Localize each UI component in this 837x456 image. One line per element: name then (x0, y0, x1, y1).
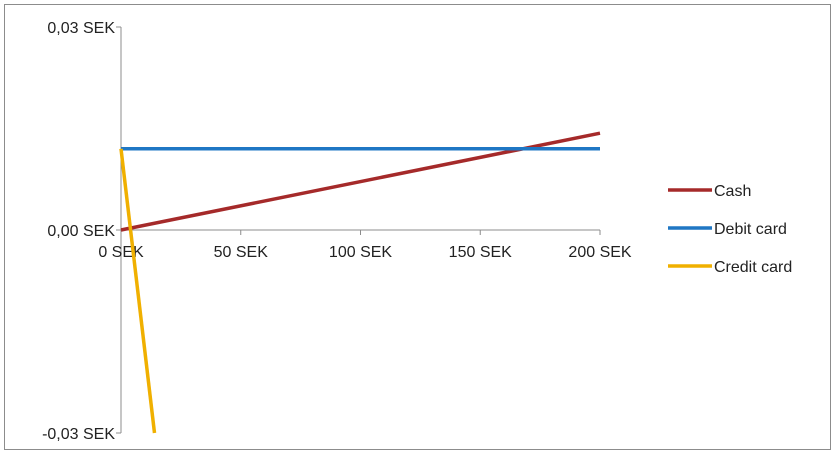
y-tick-label: -0,03 SEK (42, 426, 115, 443)
x-tick-label: 200 SEK (568, 244, 631, 261)
x-tick-label: 150 SEK (449, 244, 512, 261)
legend-label-credit-card: Credit card (714, 259, 792, 276)
y-tick-label: 0,03 SEK (47, 20, 115, 37)
y-axis-tick-labels: 0,03 SEK 0,00 SEK -0,03 SEK (42, 20, 121, 443)
legend-label-debit-card: Debit card (714, 221, 787, 238)
x-tick-label: 0 SEK (98, 244, 144, 261)
y-tick-label: 0,00 SEK (47, 223, 115, 240)
x-tick-label: 50 SEK (214, 244, 269, 261)
x-tick-label: 100 SEK (329, 244, 392, 261)
series-line-credit-card (121, 149, 155, 433)
series-lines (121, 133, 600, 433)
x-axis-tick-labels: 0 SEK 50 SEK 100 SEK 150 SEK 200 SEK (98, 230, 632, 261)
legend: Cash Debit card Credit card (668, 183, 792, 276)
legend-label-cash: Cash (714, 183, 751, 200)
